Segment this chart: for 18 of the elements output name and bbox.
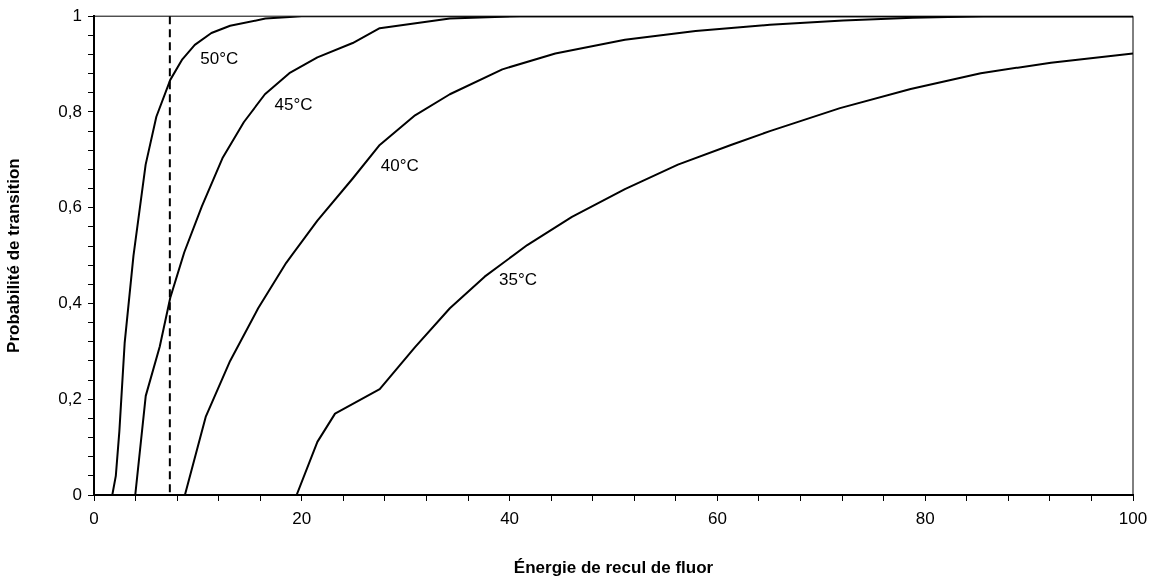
series-label: 45°C: [274, 94, 313, 114]
y-tick-label: 1: [72, 5, 82, 25]
x-tick-label: 20: [292, 508, 312, 528]
y-tick-label: 0,2: [58, 388, 82, 408]
series-label: 40°C: [380, 155, 419, 175]
x-tick-label: 60: [707, 508, 727, 528]
x-axis-title: Énergie de recul de fluor: [513, 558, 714, 578]
y-tick-label: 0: [72, 484, 82, 504]
series-label: 35°C: [498, 269, 537, 289]
x-tick-label: 100: [1118, 508, 1148, 528]
x-tick-label: 0: [89, 508, 99, 528]
x-tick-label: 40: [500, 508, 520, 528]
series-label: 50°C: [200, 48, 239, 68]
x-tick-label: 80: [915, 508, 935, 528]
y-tick-label: 0,8: [58, 101, 82, 121]
y-tick-label: 0,4: [58, 293, 82, 313]
y-axis-title: Probabilité de transition: [3, 158, 23, 353]
y-tick-label: 0,6: [58, 197, 82, 217]
